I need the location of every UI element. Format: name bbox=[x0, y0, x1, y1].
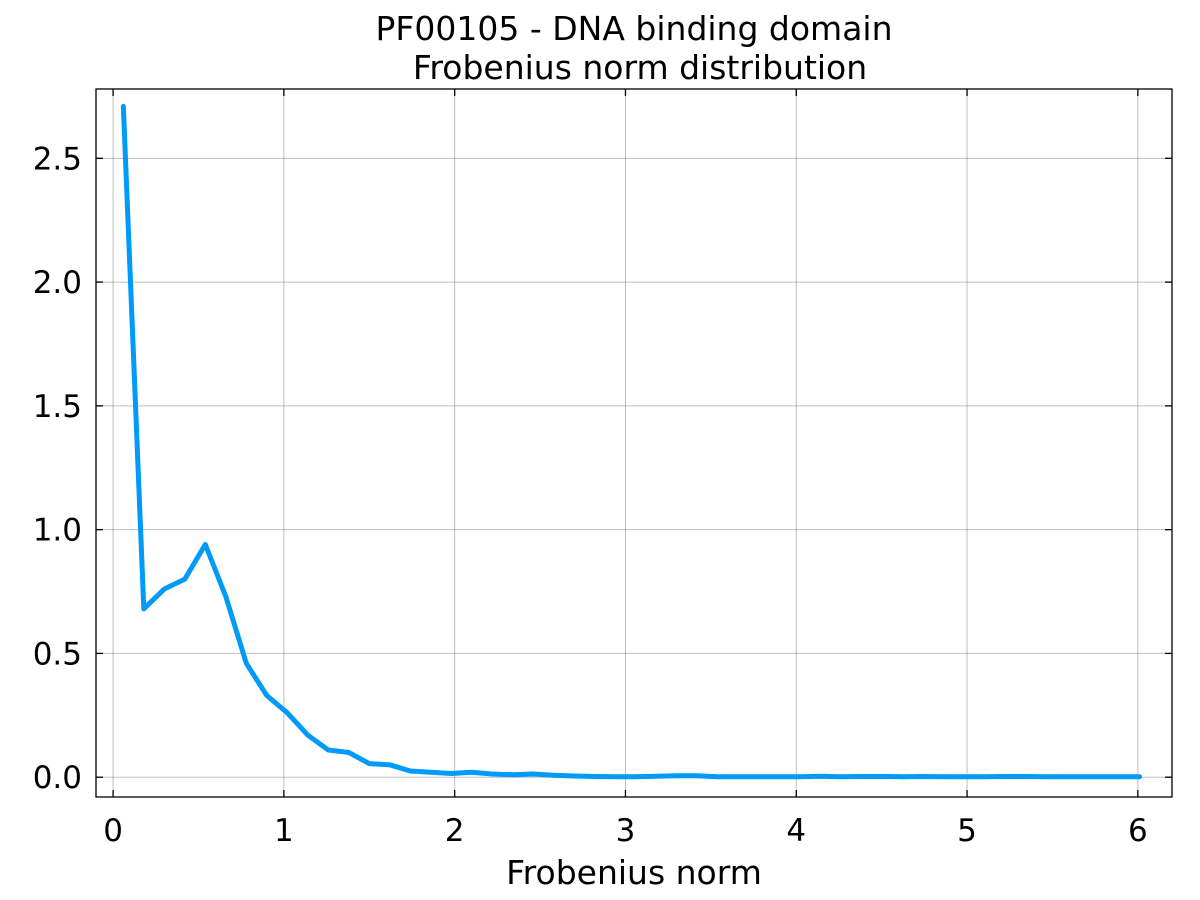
data-point bbox=[1043, 774, 1048, 779]
data-point bbox=[162, 587, 167, 592]
data-point bbox=[613, 774, 618, 779]
grid bbox=[96, 89, 1172, 797]
data-point bbox=[654, 774, 659, 779]
data-point bbox=[900, 774, 905, 779]
data-point bbox=[715, 774, 720, 779]
data-point bbox=[387, 762, 392, 767]
data-point bbox=[285, 710, 290, 715]
data-point bbox=[469, 770, 474, 775]
data-point bbox=[490, 771, 495, 776]
x-tick-label: 2 bbox=[445, 813, 465, 849]
series-group bbox=[120, 103, 1143, 780]
x-tick-label: 5 bbox=[957, 813, 977, 849]
data-point bbox=[264, 693, 269, 698]
data-point bbox=[223, 594, 228, 599]
data-point bbox=[633, 774, 638, 779]
data-point bbox=[1002, 774, 1007, 779]
data-point bbox=[797, 774, 802, 779]
y-tick-label: 1.0 bbox=[33, 513, 82, 549]
data-point bbox=[408, 769, 413, 774]
plot-frame bbox=[95, 88, 1173, 798]
data-point bbox=[674, 773, 679, 778]
data-point bbox=[859, 774, 864, 779]
data-point bbox=[572, 773, 577, 778]
y-tick-label: 2.0 bbox=[33, 265, 82, 301]
data-point bbox=[551, 773, 556, 778]
x-tick-labels: 0 1 2 3 4 5 6 bbox=[103, 813, 1147, 849]
data-point bbox=[305, 733, 310, 738]
data-point bbox=[879, 774, 884, 779]
data-point bbox=[695, 773, 700, 778]
data-point bbox=[592, 774, 597, 779]
data-point bbox=[756, 774, 761, 779]
data-point bbox=[449, 771, 454, 776]
y-tick-label: 0.5 bbox=[33, 636, 82, 672]
x-tick-label: 3 bbox=[616, 813, 636, 849]
data-point bbox=[121, 104, 126, 109]
data-point bbox=[1084, 774, 1089, 779]
y-tick-label: 2.5 bbox=[33, 141, 82, 177]
data-point bbox=[818, 774, 823, 779]
data-point bbox=[941, 774, 946, 779]
x-tick-label: 4 bbox=[786, 813, 806, 849]
data-point bbox=[1125, 774, 1130, 779]
data-point bbox=[203, 542, 208, 547]
data-point bbox=[244, 661, 249, 666]
data-point bbox=[736, 774, 741, 779]
data-point bbox=[141, 606, 146, 611]
data-point bbox=[961, 774, 966, 779]
y-tick-label: 0.0 bbox=[33, 760, 82, 796]
y-tick-labels: 0.0 0.5 1.0 1.5 2.0 2.5 bbox=[33, 141, 82, 796]
x-tick-label: 0 bbox=[103, 813, 123, 849]
data-point bbox=[428, 770, 433, 775]
chart-subtitle: Frobenius norm distribution bbox=[413, 48, 867, 87]
ticks bbox=[96, 89, 1172, 797]
data-point bbox=[920, 774, 925, 779]
y-tick-label: 1.5 bbox=[33, 389, 82, 425]
x-axis-label: Frobenius norm bbox=[506, 853, 762, 892]
data-point bbox=[531, 771, 536, 776]
chart-title: PF00105 - DNA binding domain bbox=[376, 9, 893, 48]
x-tick-label: 6 bbox=[1128, 813, 1148, 849]
data-point bbox=[1064, 774, 1069, 779]
data-point bbox=[838, 774, 843, 779]
data-point bbox=[1023, 774, 1028, 779]
data-point bbox=[1137, 774, 1142, 779]
data-point bbox=[326, 747, 331, 752]
series-line-0 bbox=[120, 103, 1143, 780]
data-point bbox=[982, 774, 987, 779]
data-point bbox=[182, 577, 187, 582]
data-point bbox=[346, 750, 351, 755]
data-point bbox=[510, 772, 515, 777]
data-point bbox=[367, 761, 372, 766]
data-point bbox=[1105, 774, 1110, 779]
x-tick-label: 1 bbox=[274, 813, 294, 849]
data-point bbox=[777, 774, 782, 779]
